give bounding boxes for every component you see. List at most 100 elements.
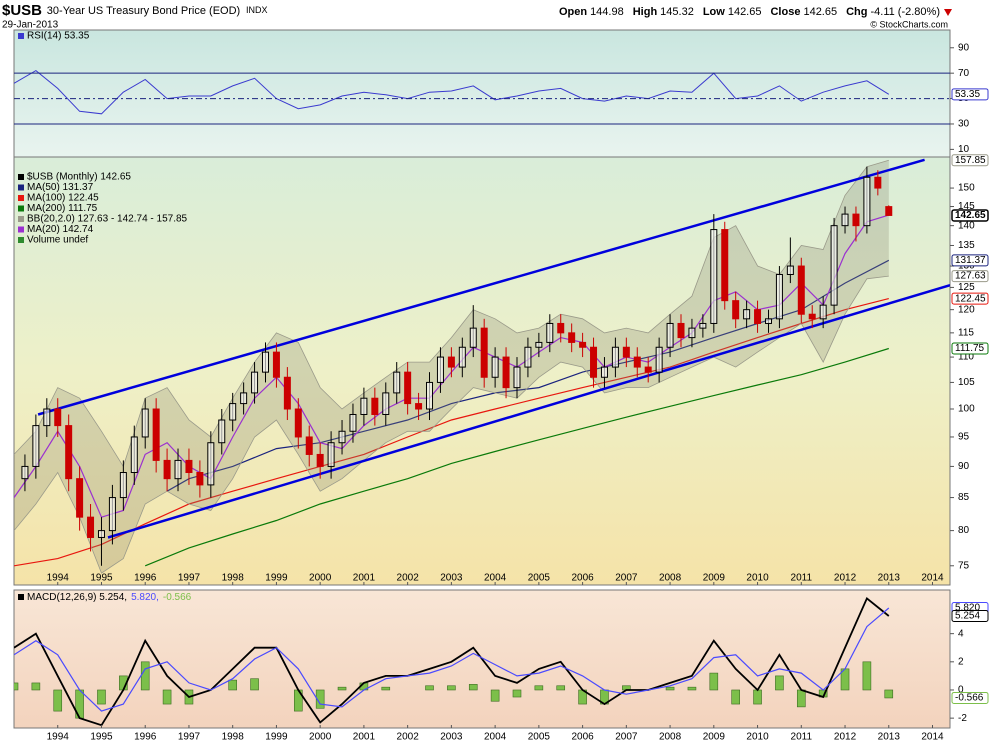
candle-body [557, 322, 565, 334]
y-tick-label: 80 [958, 525, 970, 536]
candle-body [338, 430, 346, 444]
x-tick-label: 2012 [834, 573, 857, 584]
candle-body [732, 300, 740, 320]
x-tick-label: 1995 [90, 573, 113, 584]
macd-line [14, 607, 890, 712]
legend-entry: -0.566 [163, 592, 192, 603]
legend-entry: MACD(12,26,9) 5.254, [27, 592, 127, 603]
x-tick-label: 2008 [659, 573, 682, 584]
y-tick-label: 70 [958, 68, 970, 79]
y-tick-label: 110 [958, 352, 974, 363]
exchange: INDX [246, 5, 268, 15]
candle-body [743, 309, 751, 320]
histogram-bar [665, 686, 675, 691]
candle-body [775, 273, 783, 320]
candle-body [513, 366, 521, 389]
quote-value: 142.65 [803, 6, 837, 18]
header-title-line: $USB 30-Year US Treasury Bond Price (EOD… [2, 2, 268, 19]
candle-body [436, 356, 444, 383]
candle-body [480, 327, 488, 378]
candle-body [316, 453, 324, 467]
x-tick-label: 2003 [440, 732, 463, 743]
candle-body [808, 313, 816, 320]
candle-body [786, 265, 794, 275]
candle-body [141, 408, 149, 438]
histogram-bar [31, 682, 41, 691]
candle-body [371, 397, 379, 415]
candle-body [710, 229, 718, 324]
y-tick-label: 95 [958, 432, 970, 443]
trendline [37, 158, 925, 416]
y-tick-label: 85 [958, 492, 970, 503]
candle-body [863, 176, 871, 227]
macd-end-label: -0.566 [955, 693, 984, 704]
candle-body [108, 497, 116, 532]
legend-swatch [18, 205, 24, 212]
candle-body [721, 229, 729, 302]
quote-value: 144.98 [590, 6, 624, 18]
histogram-bar [687, 686, 697, 691]
quote-value: 145.32 [660, 6, 694, 18]
x-tick-label: 2005 [528, 573, 551, 584]
candle-body [699, 322, 707, 329]
histogram-bar [425, 685, 434, 691]
candle-body [491, 356, 499, 378]
rsi-end-label-box [951, 88, 989, 101]
x-tick-label: 2012 [834, 732, 857, 743]
histogram-bar [512, 689, 522, 698]
close-end-label-box [951, 209, 989, 222]
macd-legend: MACD(12,26,9) 5.254, 5.820, -0.566 [27, 592, 192, 603]
close-end-label: 142.65 [955, 210, 986, 221]
ma-end-label: 131.37 [955, 255, 986, 266]
histogram-bar [709, 672, 719, 691]
candle-body [130, 436, 138, 474]
x-tick-label: 1994 [47, 573, 70, 584]
legend-entry: BB(20,2.0) 127.63 - 142.74 - 157.85 [27, 214, 188, 225]
candle-body [349, 413, 357, 432]
candle-body [447, 356, 455, 368]
plot-area [14, 69, 890, 115]
candle-body [404, 371, 412, 405]
candle-body [874, 176, 882, 189]
candle-body [754, 309, 762, 324]
histogram-bar [796, 689, 806, 708]
band-end-label-box [951, 270, 989, 283]
candle-body [819, 304, 827, 320]
candle-body [677, 322, 685, 339]
candle-body [688, 327, 696, 339]
legend-swatch [18, 184, 24, 191]
macd-end-label-box [951, 609, 989, 622]
copyright: © StockCharts.com [870, 19, 948, 29]
band-end-label: 127.63 [955, 271, 986, 282]
legend-swatch [18, 216, 24, 222]
x-tick-label: 2003 [440, 573, 463, 584]
histogram-bar [381, 686, 391, 691]
plot-area [14, 158, 950, 574]
panel-title: RSI(14) 53.35 [27, 31, 90, 42]
y-tick-label: 135 [958, 240, 975, 251]
rsi-end-label: 53.35 [955, 89, 980, 100]
candle-body [841, 213, 849, 227]
candle-body [21, 465, 29, 480]
x-tick-label: 2009 [703, 732, 726, 743]
histogram-bar [884, 689, 894, 699]
change-arrow [944, 9, 952, 16]
candle-body [97, 530, 105, 538]
candle-body [885, 206, 893, 216]
histogram-bar [228, 679, 237, 691]
band-end-label-box [951, 154, 989, 167]
x-tick-label: 2014 [921, 732, 944, 743]
quote-value: 142.65 [728, 6, 762, 18]
legend-swatch [18, 174, 24, 180]
legend-swatch [18, 594, 24, 600]
y-tick-label: 145 [958, 201, 975, 212]
histogram-bar [140, 661, 150, 691]
legend-entry: MA(200) 111.75 [27, 203, 98, 214]
x-tick-label: 2000 [309, 573, 332, 584]
candle-body [207, 442, 215, 486]
y-tick-label: 10 [958, 144, 970, 155]
candle-body [240, 392, 248, 405]
y-tick-label: 100 [958, 404, 975, 415]
candle-body [622, 346, 630, 358]
x-tick-label: 1994 [47, 732, 70, 743]
